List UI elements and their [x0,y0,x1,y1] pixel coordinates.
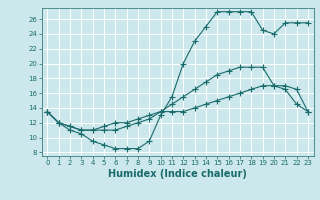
X-axis label: Humidex (Indice chaleur): Humidex (Indice chaleur) [108,169,247,179]
